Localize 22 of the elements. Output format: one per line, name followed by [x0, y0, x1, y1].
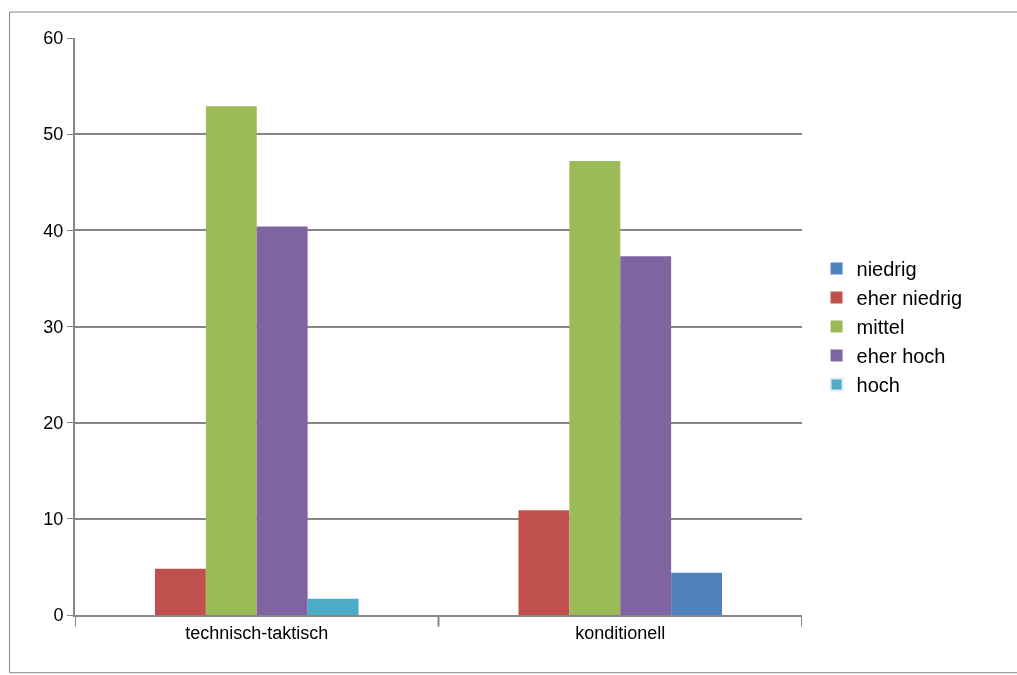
bar: [671, 572, 723, 615]
y-tick-label: 60: [43, 28, 64, 49]
legend-label: niedrig: [856, 258, 917, 281]
legend-label: mittel: [856, 316, 905, 339]
y-tick-label: 50: [43, 124, 64, 145]
bar: [154, 568, 206, 615]
y-tick-label: 40: [43, 220, 64, 241]
x-tick-label: konditionell: [575, 622, 666, 643]
bar: [518, 510, 570, 615]
y-tick-label: 10: [43, 509, 64, 530]
y-tick-label: 30: [43, 316, 64, 337]
bar: [307, 598, 359, 615]
bar: [620, 256, 672, 615]
x-tick-label: technisch-taktisch: [185, 622, 329, 643]
y-tick-label: 20: [43, 412, 64, 433]
legend-label: eher hoch: [856, 345, 946, 368]
bar: [205, 106, 257, 615]
legend-label: eher niedrig: [856, 287, 963, 310]
legend-label: hoch: [856, 374, 900, 397]
bar: [256, 226, 308, 615]
y-tick-label: 0: [53, 605, 64, 626]
bar: [569, 161, 621, 615]
